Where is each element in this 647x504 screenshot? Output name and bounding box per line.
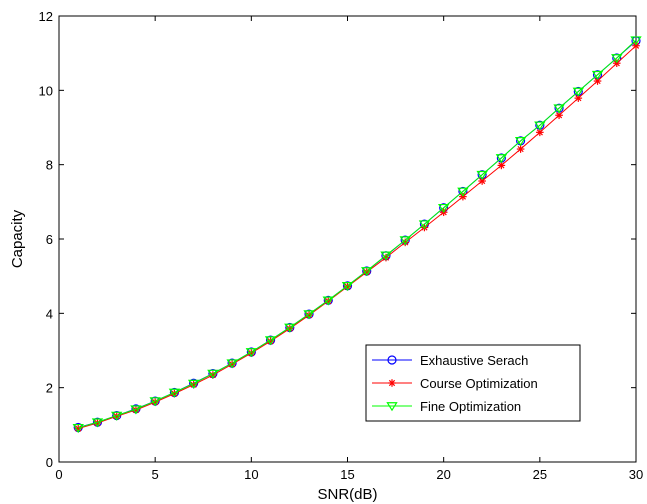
y-tick-label: 6 (46, 232, 53, 247)
x-tick-label: 10 (244, 467, 258, 482)
x-tick-label: 20 (436, 467, 450, 482)
data-point (495, 154, 508, 164)
data-point (437, 203, 450, 214)
data-point (516, 145, 525, 153)
y-tick-label: 12 (39, 9, 53, 24)
series-layer (72, 36, 642, 434)
legend-label: Course Optimization (420, 376, 538, 391)
data-point (591, 70, 604, 80)
data-point (555, 111, 563, 120)
data-point (361, 267, 373, 277)
y-tick-label: 0 (46, 455, 53, 470)
x-tick-label: 25 (533, 467, 547, 482)
y-tick-label: 2 (46, 381, 53, 396)
legend-marker (387, 355, 397, 365)
legend-item: Exhaustive Serach (372, 353, 528, 368)
data-point (322, 296, 334, 306)
x-axis-ticks: 0 5 10 15 20 25 30 (55, 16, 643, 482)
x-tick-label: 0 (55, 467, 62, 482)
x-tick-label: 15 (340, 467, 354, 482)
data-point (130, 405, 142, 415)
y-tick-label: 10 (39, 83, 53, 98)
data-point (91, 418, 104, 428)
data-point (553, 104, 565, 114)
x-axis-label: SNR(dB) (317, 486, 377, 503)
legend-marker (388, 379, 396, 387)
data-point (611, 54, 623, 64)
y-tick-label: 8 (46, 158, 53, 173)
series-3 (72, 36, 642, 434)
data-point (264, 336, 277, 346)
legend-item: Course Optimization (372, 376, 538, 391)
data-point (303, 310, 315, 320)
data-point (572, 87, 584, 97)
data-point (245, 348, 258, 358)
series-2 (74, 41, 640, 433)
data-point (149, 397, 161, 407)
data-point (168, 388, 181, 398)
data-point (399, 236, 411, 246)
data-point (476, 170, 488, 180)
x-tick-label: 30 (629, 467, 643, 482)
legend-marker (386, 402, 398, 412)
data-point (514, 137, 527, 147)
data-point (457, 187, 469, 197)
data-point (187, 379, 200, 389)
data-point (380, 251, 392, 261)
data-point (72, 423, 84, 434)
y-axis-ticks: 0 2 4 6 8 10 12 (39, 9, 636, 470)
series-line (78, 45, 637, 430)
data-point (418, 220, 431, 230)
legend-label: Fine Optimization (420, 399, 521, 414)
legend: Exhaustive Serach Course Optimization Fine… (365, 344, 581, 422)
data-point (111, 411, 123, 421)
data-point (284, 323, 296, 333)
y-axis-label: Capacity (9, 209, 26, 268)
legend-item: Fine Optimization (372, 399, 521, 414)
x-tick-label: 5 (152, 467, 159, 482)
data-point (534, 121, 546, 131)
data-point (478, 177, 486, 185)
data-point (226, 359, 238, 369)
data-point (341, 282, 354, 292)
data-point (630, 36, 642, 46)
legend-label: Exhaustive Serach (420, 353, 528, 368)
y-tick-label: 4 (46, 306, 53, 321)
data-point (207, 369, 219, 379)
